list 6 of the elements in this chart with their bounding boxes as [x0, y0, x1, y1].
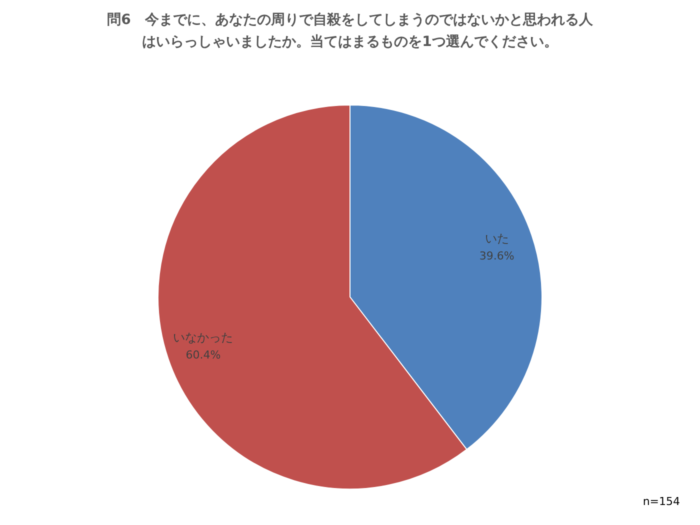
data-label: 39.6%: [479, 249, 514, 262]
slice-label: いた: [484, 231, 509, 246]
chart-title: 問6 今までに、あなたの周りで自殺をしてしまうのではないかと思われる人はいらっしゃいましたか。当てはまるものを1つ選んでください。: [107, 12, 594, 50]
data-label: 60.4%: [186, 348, 221, 362]
text: n=154: [642, 495, 680, 508]
slice-label: いなかった: [173, 330, 234, 345]
